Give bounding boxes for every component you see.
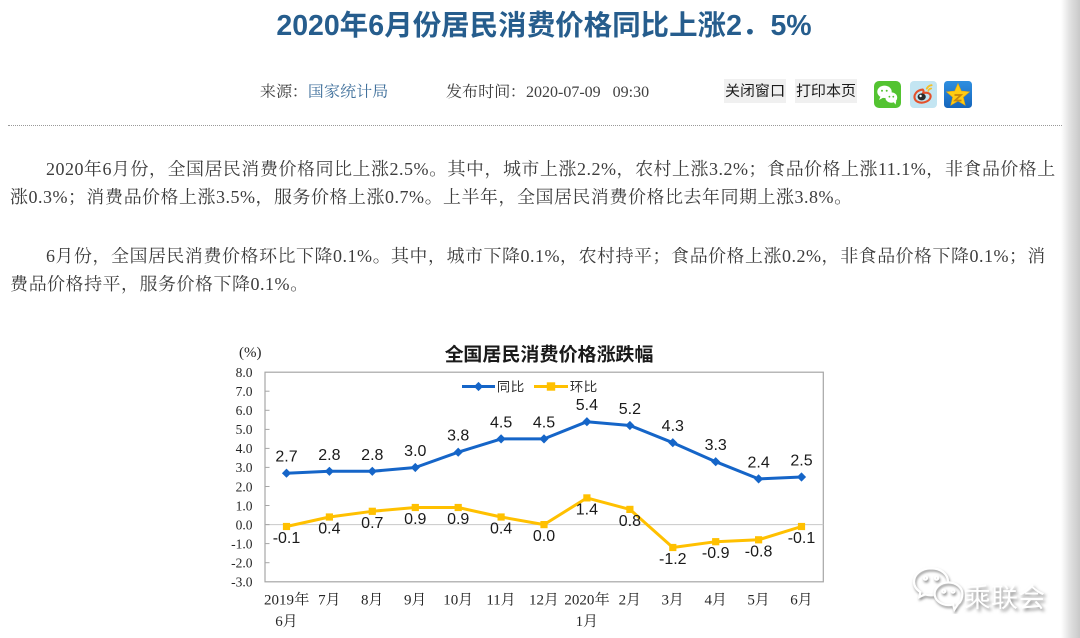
svg-text:-0.8: -0.8 (745, 543, 773, 560)
svg-text:环比: 环比 (570, 376, 597, 396)
svg-text:4.3: 4.3 (662, 418, 684, 435)
svg-text:12月: 12月 (529, 589, 559, 610)
svg-text:3.3: 3.3 (705, 437, 727, 454)
svg-text:(%): (%) (239, 345, 262, 361)
svg-text:7月: 7月 (318, 589, 341, 610)
svg-text:2.8: 2.8 (361, 447, 383, 464)
svg-text:9月: 9月 (404, 589, 427, 610)
svg-text:-1.2: -1.2 (659, 551, 687, 568)
svg-text:5.0: 5.0 (236, 422, 253, 437)
svg-text:2.8: 2.8 (318, 447, 340, 464)
svg-text:1月: 1月 (576, 610, 599, 631)
svg-text:4月: 4月 (704, 589, 727, 610)
svg-text:8.0: 8.0 (236, 365, 253, 380)
svg-text:0.0: 0.0 (236, 517, 253, 532)
svg-text:1.4: 1.4 (576, 501, 598, 518)
svg-text:0.4: 0.4 (490, 521, 512, 538)
svg-text:0.9: 0.9 (404, 511, 426, 528)
svg-text:7.0: 7.0 (236, 384, 253, 399)
svg-text:4.5: 4.5 (490, 414, 512, 431)
svg-text:3.0: 3.0 (404, 443, 426, 460)
svg-text:11月: 11月 (486, 589, 515, 610)
svg-text:0.0: 0.0 (533, 528, 555, 545)
svg-text:5.2: 5.2 (619, 401, 641, 418)
svg-text:2.7: 2.7 (275, 449, 297, 466)
svg-text:-1.0: -1.0 (231, 536, 253, 551)
svg-text:4.5: 4.5 (533, 414, 555, 431)
svg-text:-0.1: -0.1 (788, 530, 816, 547)
svg-text:全国居民消费价格涨跌幅: 全国居民消费价格涨跌幅 (444, 340, 653, 367)
svg-text:-0.1: -0.1 (273, 530, 301, 547)
svg-text:10月: 10月 (443, 589, 473, 610)
svg-text:0.9: 0.9 (447, 511, 469, 528)
svg-text:5.4: 5.4 (576, 397, 598, 414)
svg-text:6.0: 6.0 (236, 403, 253, 418)
svg-text:5月: 5月 (747, 589, 770, 610)
svg-text:0.8: 0.8 (619, 513, 641, 530)
svg-text:3.8: 3.8 (447, 428, 469, 445)
svg-text:同比: 同比 (497, 376, 524, 396)
svg-text:-3.0: -3.0 (231, 575, 253, 590)
svg-text:2.5: 2.5 (790, 453, 812, 470)
svg-text:6月: 6月 (790, 589, 813, 610)
svg-text:4.0: 4.0 (236, 441, 253, 456)
svg-text:-2.0: -2.0 (231, 556, 253, 571)
svg-text:-0.9: -0.9 (702, 545, 730, 562)
svg-text:2019年: 2019年 (264, 589, 309, 610)
svg-text:0.4: 0.4 (318, 521, 340, 538)
svg-text:3.0: 3.0 (236, 460, 253, 475)
svg-text:2月: 2月 (619, 589, 642, 610)
svg-text:6月: 6月 (275, 610, 298, 631)
svg-text:2.4: 2.4 (747, 454, 769, 471)
svg-text:8月: 8月 (361, 589, 384, 610)
svg-text:0.7: 0.7 (361, 515, 383, 532)
svg-text:1.0: 1.0 (236, 498, 253, 513)
svg-text:2020年: 2020年 (564, 589, 609, 610)
svg-text:2.0: 2.0 (236, 479, 253, 494)
svg-text:3月: 3月 (662, 589, 685, 610)
